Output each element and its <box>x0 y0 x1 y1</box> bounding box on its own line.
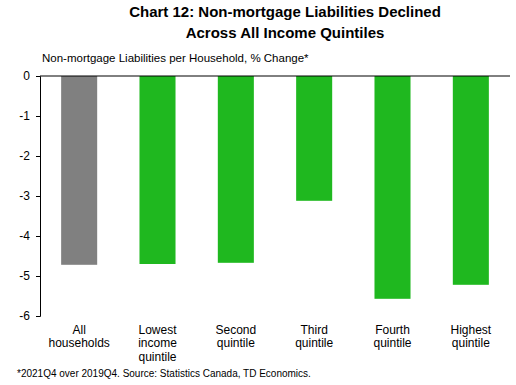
y-tick-label: -4 <box>19 229 30 243</box>
x-tick-label: Secondquintile <box>215 323 256 351</box>
bar <box>218 76 254 263</box>
y-tick-label: -5 <box>19 269 30 283</box>
y-tick: -4 <box>19 229 40 243</box>
y-axis: 0 -1 -2 -3 -4 -5 -6 <box>19 69 40 323</box>
x-tick-label: Allhouseholds <box>48 323 109 351</box>
y-tick-mark <box>36 196 40 197</box>
bar <box>453 76 489 285</box>
y-tick-label: -2 <box>19 149 30 163</box>
y-tick-mark <box>36 156 40 157</box>
y-tick: -1 <box>19 109 40 123</box>
bar <box>61 76 97 265</box>
y-tick-label: -6 <box>19 309 30 323</box>
y-tick-mark <box>36 116 40 117</box>
y-tick-mark <box>36 316 40 317</box>
x-tick-label: Fourthquintile <box>373 323 411 351</box>
x-tick: Thirdquintile <box>295 323 333 351</box>
y-tick: -5 <box>19 269 40 283</box>
zero-line <box>40 76 510 77</box>
bar <box>296 76 332 201</box>
y-tick: 0 <box>23 69 40 83</box>
y-tick-mark <box>36 276 40 277</box>
bar <box>139 76 175 264</box>
y-tick: -6 <box>19 309 40 323</box>
x-tick: Fourthquintile <box>373 323 411 351</box>
x-tick: Secondquintile <box>215 323 256 351</box>
y-axis-line <box>36 77 41 317</box>
x-tick: Lowestincomequintile <box>138 323 177 365</box>
y-axis-title: Non-mortgage Liabilities per Household, … <box>42 52 309 64</box>
x-tick-label: Highestquintile <box>450 323 491 351</box>
x-axis: Allhouseholds Lowestincomequintile Secondq… <box>48 323 491 365</box>
y-tick-mark <box>36 236 40 237</box>
y-tick: -2 <box>19 149 40 163</box>
bars <box>61 76 489 299</box>
title: Chart 12: Non-mortgage Liabilities Decli… <box>129 3 441 20</box>
title: Across All Income Quintiles <box>186 24 385 41</box>
footnote: *2021Q4 over 2019Q4. Source: Statistics … <box>17 368 311 379</box>
bar <box>374 76 410 299</box>
y-tick-label: 0 <box>23 69 30 83</box>
x-tick-label: Lowestincomequintile <box>138 323 177 365</box>
x-tick: Allhouseholds <box>48 323 109 351</box>
y-tick-label: -3 <box>19 189 30 203</box>
chart: Chart 12: Non-mortgage Liabilities Decli… <box>0 0 516 385</box>
x-tick: Highestquintile <box>450 323 491 351</box>
y-tick-label: -1 <box>19 109 30 123</box>
x-tick-label: Thirdquintile <box>295 323 333 351</box>
y-tick-mark <box>36 76 40 77</box>
y-tick: -3 <box>19 189 40 203</box>
